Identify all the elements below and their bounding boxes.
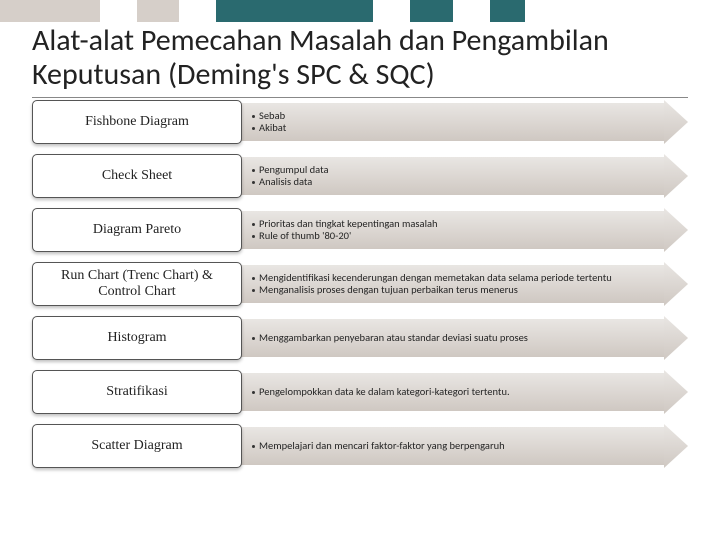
topbar-segment <box>410 0 453 22</box>
tool-bullet-text: Mempelajari dan mencari faktor-faktor ya… <box>259 440 505 453</box>
arrow-head-icon <box>664 316 688 360</box>
bullet-dot-icon <box>252 235 255 238</box>
tool-bullet: Menggambarkan penyebaran atau standar de… <box>252 332 662 345</box>
tool-bullet-text: Menggambarkan penyebaran atau standar de… <box>259 332 528 345</box>
tool-label-text: Diagram Pareto <box>93 222 181 238</box>
tool-row: Fishbone Diagram SebabAkibat <box>32 100 688 144</box>
slide-content: Alat-alat Pemecahan Masalah dan Pengambi… <box>0 0 720 476</box>
tool-arrow-body: Menggambarkan penyebaran atau standar de… <box>238 319 666 357</box>
tool-label-text: Check Sheet <box>102 168 172 184</box>
bullet-dot-icon <box>252 337 255 340</box>
tool-arrow: Prioritas dan tingkat kepentingan masala… <box>238 208 688 252</box>
arrow-head-icon <box>664 208 688 252</box>
tool-arrow-body: SebabAkibat <box>238 103 666 141</box>
tool-row: Check Sheet Pengumpul dataAnalisis data <box>32 154 688 198</box>
tool-label-text: Stratifikasi <box>106 384 167 400</box>
tool-label-text: Fishbone Diagram <box>85 114 189 130</box>
tool-bullet-text: Rule of thumb '80-20' <box>259 230 351 243</box>
bullet-dot-icon <box>252 127 255 130</box>
topbar-segment <box>101 0 137 22</box>
tool-arrow-body: Pengelompokkan data ke dalam kategori-ka… <box>238 373 666 411</box>
tool-bullet-text: Analisis data <box>259 176 312 189</box>
tool-bullet: Rule of thumb '80-20' <box>252 230 662 243</box>
tool-bullet: Pengelompokkan data ke dalam kategori-ka… <box>252 386 662 399</box>
tool-list: Fishbone Diagram SebabAkibat Check Sheet Pe… <box>32 100 688 468</box>
arrow-head-icon <box>664 370 688 414</box>
bullet-dot-icon <box>252 169 255 172</box>
tool-bullet: Pengumpul data <box>252 164 662 177</box>
tool-bullet-text: Akibat <box>259 122 286 135</box>
topbar-segment <box>0 0 101 22</box>
tool-label-box: Diagram Pareto <box>32 208 242 252</box>
tool-arrow-body: Mengidentifikasi kecenderungan dengan me… <box>238 265 666 303</box>
tool-row: Histogram Menggambarkan penyebaran atau s… <box>32 316 688 360</box>
topbar-segment <box>137 0 180 22</box>
tool-arrow: Pengelompokkan data ke dalam kategori-ka… <box>238 370 688 414</box>
tool-label-box: Scatter Diagram <box>32 424 242 468</box>
tool-bullet: Sebab <box>252 110 662 123</box>
tool-arrow: Menggambarkan penyebaran atau standar de… <box>238 316 688 360</box>
bullet-dot-icon <box>252 277 255 280</box>
topbar-segment <box>374 0 410 22</box>
tool-arrow-body: Prioritas dan tingkat kepentingan masala… <box>238 211 666 249</box>
bullet-dot-icon <box>252 391 255 394</box>
tool-label-box: Run Chart (Trenc Chart) & Control Chart <box>32 262 242 306</box>
tool-bullet-text: Menganalisis proses dengan tujuan perbai… <box>259 284 518 297</box>
tool-arrow: Mempelajari dan mencari faktor-faktor ya… <box>238 424 688 468</box>
page-title: Alat-alat Pemecahan Masalah dan Pengambi… <box>32 24 688 91</box>
tool-label-box: Stratifikasi <box>32 370 242 414</box>
tool-label-text: Run Chart (Trenc Chart) & Control Chart <box>39 268 235 300</box>
arrow-head-icon <box>664 154 688 198</box>
tool-arrow: Pengumpul dataAnalisis data <box>238 154 688 198</box>
topbar-segment <box>454 0 490 22</box>
tool-label-box: Fishbone Diagram <box>32 100 242 144</box>
tool-label-box: Histogram <box>32 316 242 360</box>
tool-arrow-body: Pengumpul dataAnalisis data <box>238 157 666 195</box>
bullet-dot-icon <box>252 181 255 184</box>
title-underline <box>32 97 688 98</box>
tool-row: Scatter Diagram Mempelajari dan mencari f… <box>32 424 688 468</box>
tool-row: Stratifikasi Pengelompokkan data ke dalam… <box>32 370 688 414</box>
tool-arrow: Mengidentifikasi kecenderungan dengan me… <box>238 262 688 306</box>
bullet-dot-icon <box>252 289 255 292</box>
arrow-head-icon <box>664 424 688 468</box>
topbar-segment <box>180 0 216 22</box>
tool-bullet-text: Pengelompokkan data ke dalam kategori-ka… <box>259 386 510 399</box>
tool-label-text: Scatter Diagram <box>91 438 182 454</box>
topbar-segment <box>216 0 374 22</box>
tool-bullet: Akibat <box>252 122 662 135</box>
bullet-dot-icon <box>252 223 255 226</box>
tool-arrow-body: Mempelajari dan mencari faktor-faktor ya… <box>238 427 666 465</box>
topbar-segment <box>526 0 720 22</box>
bullet-dot-icon <box>252 445 255 448</box>
tool-bullet: Analisis data <box>252 176 662 189</box>
tool-bullet: Mempelajari dan mencari faktor-faktor ya… <box>252 440 662 453</box>
tool-row: Run Chart (Trenc Chart) & Control ChartM… <box>32 262 688 306</box>
arrow-head-icon <box>664 100 688 144</box>
tool-row: Diagram Pareto Prioritas dan tingkat kepe… <box>32 208 688 252</box>
bullet-dot-icon <box>252 115 255 118</box>
tool-bullet: Menganalisis proses dengan tujuan perbai… <box>252 284 662 297</box>
arrow-head-icon <box>664 262 688 306</box>
topbar-segment <box>490 0 526 22</box>
tool-label-text: Histogram <box>107 330 166 346</box>
decorative-top-bar <box>0 0 720 22</box>
tool-arrow: SebabAkibat <box>238 100 688 144</box>
tool-label-box: Check Sheet <box>32 154 242 198</box>
